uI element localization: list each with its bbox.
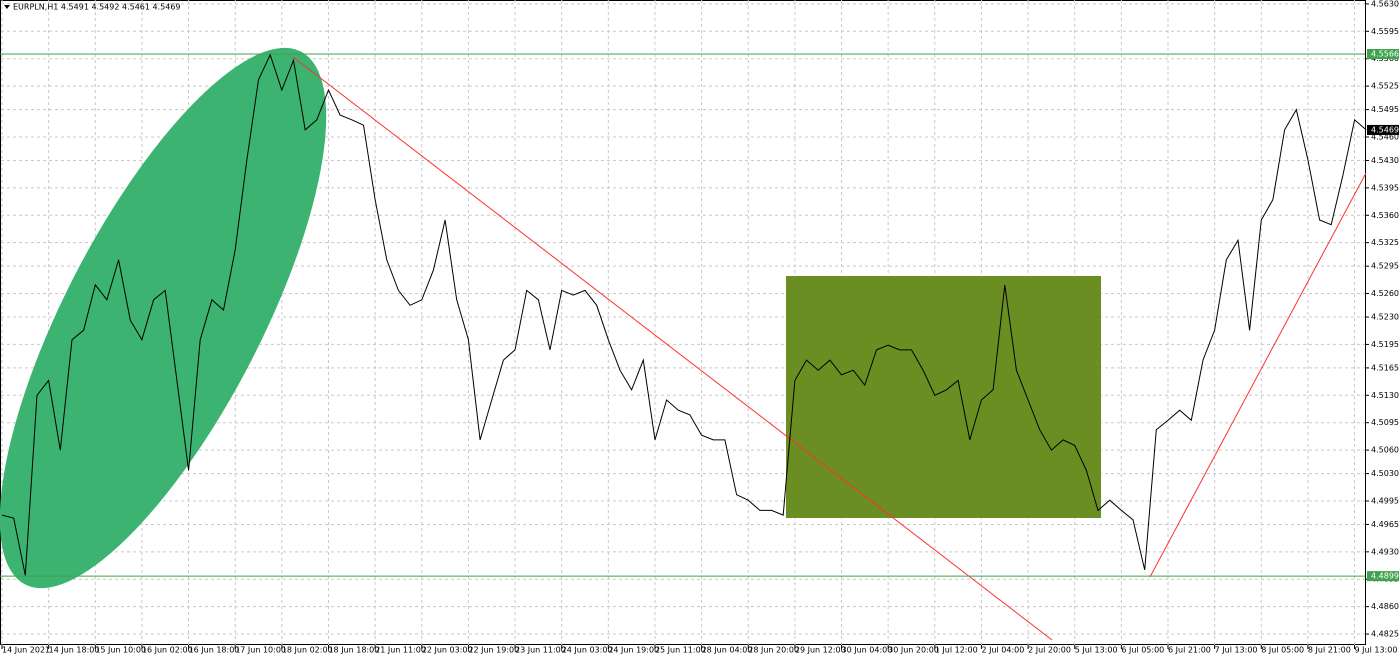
y-tick-label: 4.4995	[1371, 496, 1399, 505]
x-tick-label: 14 Jun 2021	[2, 646, 50, 655]
y-tick-label: 4.5295	[1371, 262, 1399, 271]
y-tick-label: 4.5630	[1371, 0, 1399, 8]
y-tick-label: 4.5495	[1371, 105, 1399, 114]
price-tag-label: 4.5566	[1371, 50, 1399, 59]
y-tick-label: 4.5260	[1371, 289, 1399, 298]
y-tick-label: 4.5525	[1371, 82, 1399, 91]
drawings	[0, 47, 1367, 641]
x-tick-label: 6 Jul 21:00	[1168, 646, 1211, 655]
y-tick-label: 4.5360	[1371, 211, 1399, 220]
current-price-tag	[1367, 124, 1399, 135]
y-tick-label: 4.5095	[1371, 418, 1399, 427]
current-price-label: 4.5469	[1371, 125, 1399, 134]
price-line	[1, 53, 1367, 576]
x-tick-label: 1 Jul 12:00	[935, 646, 978, 655]
y-tick-label: 4.4825	[1371, 630, 1399, 639]
y-tick-label: 4.5165	[1371, 363, 1399, 372]
y-tick-label: 4.5030	[1371, 469, 1399, 478]
x-tick-label: 28 Jun 20:00	[748, 646, 799, 655]
x-tick-label: 6 Jul 05:00	[1121, 646, 1164, 655]
y-tick-label: 4.5230	[1371, 313, 1399, 322]
x-tick-label: 30 Jun 04:00	[842, 646, 893, 655]
y-tick-label: 4.5325	[1371, 238, 1399, 247]
y-tick-label: 4.4930	[1371, 547, 1399, 556]
x-tick-label: 30 Jun 20:00	[888, 646, 939, 655]
y-tick-label: 4.5060	[1371, 446, 1399, 455]
x-tick-label: 22 Jun 03:00	[422, 646, 473, 655]
y-tick-label: 4.4860	[1371, 602, 1399, 611]
x-tick-label: 23 Jun 11:00	[515, 646, 566, 655]
x-tick-label: 16 Jun 18:00	[189, 646, 240, 655]
grid	[1, 0, 1365, 645]
y-tick-label: 4.5130	[1371, 391, 1399, 400]
y-tick-label: 4.5195	[1371, 340, 1399, 349]
x-tick-label: 24 Jun 03:00	[562, 646, 613, 655]
x-tick-label: 21 Jun 11:00	[375, 646, 426, 655]
plot	[0, 53, 1367, 577]
y-tick-label: 4.5460	[1371, 132, 1399, 141]
x-tick-label: 22 Jun 19:00	[468, 646, 519, 655]
ellipse-drawing	[0, 47, 327, 589]
trendline	[292, 56, 1053, 641]
chart-title: EURPLN,H1 4.5491 4.5492 4.5461 4.5469	[13, 3, 181, 12]
y-tick-label: 4.5395	[1371, 183, 1399, 192]
y-tick-label: 4.5430	[1371, 156, 1399, 165]
y-tick-label: 4.5595	[1371, 27, 1399, 36]
x-tick-label: 2 Jul 04:00	[981, 646, 1024, 655]
x-tick-label: 24 Jun 19:00	[608, 646, 659, 655]
x-tick-label: 28 Jun 04:00	[702, 646, 753, 655]
x-tick-label: 29 Jun 12:00	[795, 646, 846, 655]
trendline	[1149, 172, 1367, 578]
x-tick-label: 14 Jun 18:00	[49, 646, 100, 655]
rectangle-drawing	[786, 276, 1101, 518]
x-tick-label: 7 Jul 13:00	[1215, 646, 1258, 655]
x-tick-label: 2 Jul 20:00	[1028, 646, 1071, 655]
price-tag	[1367, 49, 1399, 60]
x-tick-label: 25 Jun 11:00	[655, 646, 706, 655]
x-tick-label: 8 Jul 21:00	[1308, 646, 1351, 655]
x-tick-label: 16 Jun 02:00	[142, 646, 193, 655]
y-tick-label: 4.4965	[1371, 520, 1399, 529]
x-tick-label: 18 Jun 18:00	[328, 646, 379, 655]
x-tick-label: 9 Jul 13:00	[1355, 646, 1398, 655]
price-tag-label: 4.4899	[1371, 572, 1399, 581]
x-tick-label: 17 Jun 10:00	[235, 646, 286, 655]
x-tick-label: 18 Jun 02:00	[282, 646, 333, 655]
menu-arrow[interactable]	[4, 5, 10, 9]
x-tick-label: 8 Jul 05:00	[1261, 646, 1304, 655]
x-tick-label: 5 Jul 13:00	[1075, 646, 1118, 655]
x-tick-label: 15 Jun 10:00	[95, 646, 146, 655]
price-tag	[1367, 571, 1399, 582]
